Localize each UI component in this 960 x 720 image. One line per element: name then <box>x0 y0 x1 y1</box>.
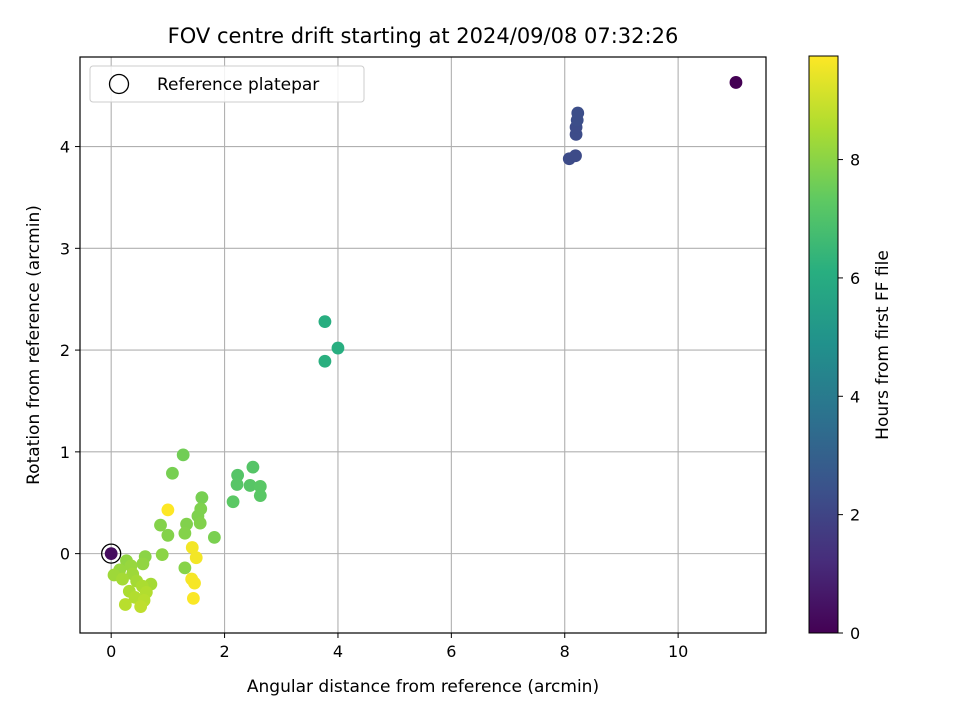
y-tick-label: 4 <box>60 138 70 157</box>
data-point <box>571 106 585 120</box>
data-point <box>118 598 132 611</box>
colorbar-tick-label: 8 <box>850 151 860 170</box>
plot-frame <box>79 56 767 634</box>
y-tick-label: 0 <box>60 545 70 564</box>
colorbar-tick-label: 2 <box>850 506 860 525</box>
x-tick-label: 4 <box>333 642 343 661</box>
data-point <box>185 541 199 554</box>
data-point <box>161 528 175 542</box>
data-point <box>226 495 240 509</box>
data-point <box>188 576 201 590</box>
data-point <box>104 547 118 561</box>
y-tick-label: 2 <box>60 341 70 360</box>
y-axis-ticks: 0 1 2 3 4 <box>60 138 80 564</box>
legend-reference-marker <box>108 73 130 95</box>
data-point <box>176 448 190 462</box>
colorbar-tick-label: 4 <box>850 387 860 406</box>
data-point <box>729 76 743 89</box>
data-point <box>243 479 257 492</box>
colorbar-gradient <box>808 55 839 634</box>
chart-title: FOV centre drift starting at 2024/09/08 … <box>168 24 679 48</box>
grid-lines <box>80 57 766 633</box>
x-tick-label: 2 <box>219 642 229 661</box>
data-point <box>246 460 260 474</box>
data-point <box>186 591 200 605</box>
legend-label: Reference platepar <box>157 75 319 95</box>
data-points <box>101 76 743 613</box>
data-point <box>207 530 221 544</box>
data-point <box>253 480 267 493</box>
data-point <box>154 518 167 532</box>
colorbar-label: Hours from first FF file <box>873 250 893 440</box>
data-point <box>116 572 129 586</box>
data-point <box>136 557 150 571</box>
data-point <box>193 516 207 530</box>
data-point <box>134 600 148 613</box>
x-axis-label: Angular distance from reference (arcmin) <box>247 677 599 697</box>
x-axis-ticks: 0 2 4 6 8 10 <box>106 633 688 661</box>
data-point <box>331 341 345 355</box>
data-point <box>189 551 203 565</box>
data-point <box>155 548 169 562</box>
data-point <box>166 466 179 480</box>
y-tick-label: 3 <box>60 239 70 258</box>
data-point <box>161 503 175 517</box>
data-point <box>195 491 209 505</box>
data-point <box>230 478 244 491</box>
colorbar-ticks: 0 2 4 6 8 <box>838 151 860 643</box>
x-tick-label: 6 <box>446 642 456 661</box>
x-tick-label: 0 <box>106 642 116 661</box>
y-tick-label: 1 <box>60 443 70 462</box>
data-point <box>569 149 582 163</box>
x-tick-label: 10 <box>668 642 688 661</box>
y-axis-label: Rotation from reference (arcmin) <box>24 205 44 485</box>
legend-box <box>89 65 365 103</box>
data-point <box>318 354 332 368</box>
data-point <box>231 468 245 482</box>
colorbar: 0 2 4 6 8 Hours from first FF file <box>808 55 893 643</box>
colorbar-tick-label: 0 <box>850 624 860 643</box>
data-point <box>318 315 332 328</box>
x-tick-label: 8 <box>560 642 570 661</box>
data-point <box>253 489 267 503</box>
data-point <box>178 526 192 540</box>
reference-platepar-marker <box>101 543 122 564</box>
colorbar-tick-label: 6 <box>850 269 860 288</box>
legend: Reference platepar <box>89 65 365 103</box>
data-point <box>178 561 192 575</box>
